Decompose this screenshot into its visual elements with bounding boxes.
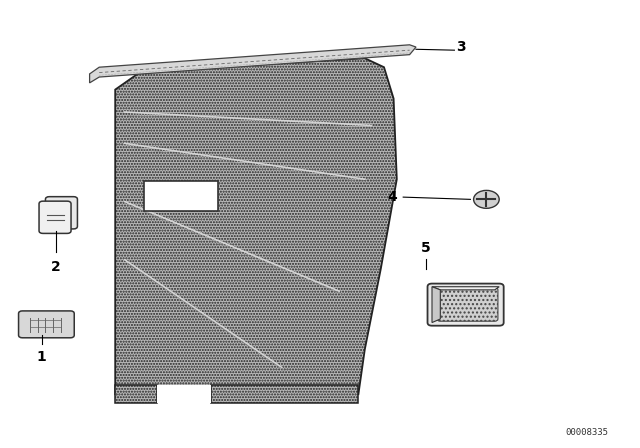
Polygon shape — [90, 45, 416, 83]
Text: 5: 5 — [420, 241, 431, 255]
FancyBboxPatch shape — [45, 197, 77, 229]
FancyBboxPatch shape — [39, 201, 71, 233]
Text: 4: 4 — [387, 190, 397, 204]
FancyBboxPatch shape — [428, 284, 504, 326]
Text: 1: 1 — [36, 350, 47, 364]
Bar — [144, 181, 218, 211]
Text: 00008335: 00008335 — [565, 428, 608, 437]
Polygon shape — [115, 385, 157, 403]
Polygon shape — [432, 287, 440, 323]
Text: 2: 2 — [51, 260, 61, 274]
Circle shape — [474, 190, 499, 208]
Polygon shape — [432, 287, 499, 290]
FancyBboxPatch shape — [437, 288, 498, 321]
FancyBboxPatch shape — [19, 311, 74, 338]
Polygon shape — [211, 385, 358, 403]
Text: 3: 3 — [456, 40, 466, 54]
Polygon shape — [115, 58, 397, 394]
Bar — [157, 385, 211, 403]
